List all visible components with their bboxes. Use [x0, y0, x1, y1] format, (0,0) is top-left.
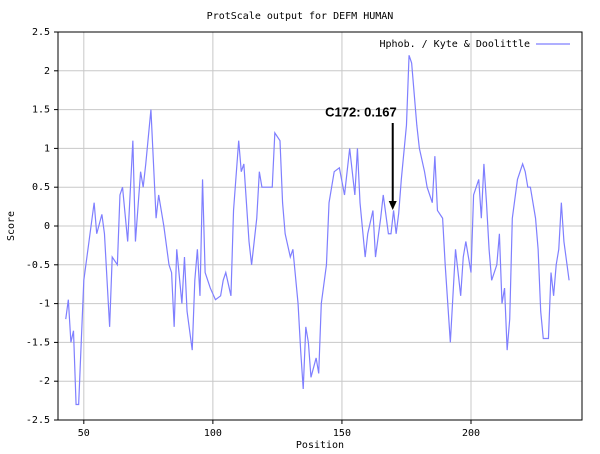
- plot-frame: [57, 31, 583, 421]
- legend-label: Hphob. / Kyte & Doolittle: [379, 39, 530, 50]
- annotation-arrowhead: [388, 201, 397, 211]
- annotation-text: C172: 0.167: [325, 104, 397, 119]
- y-tick-label: 2.5: [32, 27, 50, 38]
- x-tick-label: 200: [462, 428, 480, 439]
- y-tick-label: -0.5: [26, 260, 50, 271]
- x-tick-label: 150: [333, 428, 351, 439]
- data-line: [65, 55, 570, 406]
- y-tick-label: 1.5: [32, 105, 50, 116]
- y-tick-label: 2: [44, 66, 50, 77]
- y-axis-label: Score: [6, 211, 17, 241]
- y-tick-label: 0.5: [32, 182, 50, 193]
- x-tick-label: 50: [78, 428, 90, 439]
- y-tick-label: -2: [38, 376, 50, 387]
- y-tick-label: 1: [44, 143, 50, 154]
- y-tick-label: -1: [38, 299, 50, 310]
- x-tick-label: 100: [204, 428, 222, 439]
- chart-title: ProtScale output for DEFM HUMAN: [207, 11, 394, 22]
- x-axis-label: Position: [296, 440, 344, 451]
- y-tick-label: 0: [44, 221, 50, 232]
- y-tick-label: -1.5: [26, 337, 50, 348]
- y-tick-label: -2.5: [26, 415, 50, 426]
